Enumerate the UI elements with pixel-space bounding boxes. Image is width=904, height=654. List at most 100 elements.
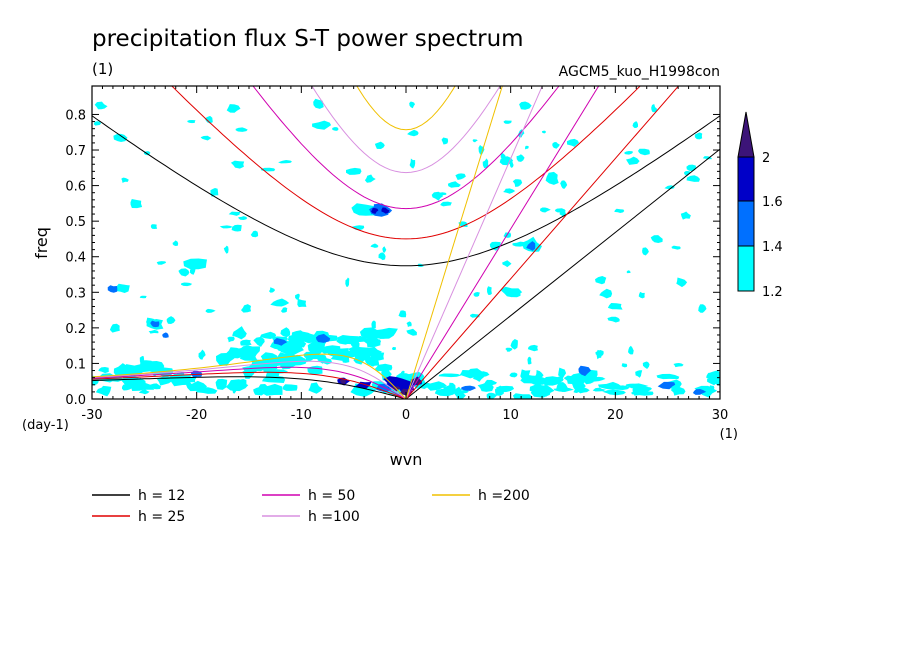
power-contour bbox=[509, 161, 514, 168]
power-contour bbox=[219, 225, 233, 229]
power-contour bbox=[109, 323, 120, 333]
y-axis-unit: (day-1) bbox=[22, 418, 69, 433]
power-contour bbox=[409, 158, 416, 169]
power-contour bbox=[227, 336, 235, 343]
power-contour bbox=[121, 177, 129, 183]
power-contour bbox=[512, 179, 523, 187]
power-contour bbox=[235, 127, 248, 132]
power-contour bbox=[178, 268, 190, 277]
power-contour bbox=[326, 347, 349, 358]
power-contour bbox=[270, 298, 290, 307]
colorbar-label: 1.4 bbox=[762, 240, 783, 255]
power-contour bbox=[441, 137, 449, 145]
gravity-curve bbox=[92, 115, 720, 267]
power-contour bbox=[545, 171, 559, 185]
power-contour bbox=[353, 348, 371, 361]
power-contour bbox=[370, 243, 379, 248]
power-contour bbox=[240, 339, 252, 346]
rossby-curve bbox=[92, 376, 407, 399]
power-contour bbox=[500, 152, 506, 160]
colorbar-label: 1.6 bbox=[762, 195, 783, 210]
power-contour bbox=[242, 369, 255, 379]
chart-subtitle-left: (1) bbox=[92, 60, 113, 78]
power-contour bbox=[642, 247, 649, 256]
power-contour bbox=[670, 387, 686, 396]
power-contour bbox=[231, 224, 242, 232]
kelvin-curve bbox=[405, 86, 543, 399]
power-contour bbox=[223, 245, 229, 254]
power-contour bbox=[440, 201, 452, 207]
power-contour bbox=[599, 288, 613, 299]
power-contour bbox=[527, 356, 532, 365]
power-contour bbox=[409, 101, 415, 109]
power-contour bbox=[113, 363, 129, 377]
power-contour bbox=[610, 385, 630, 390]
power-contour bbox=[150, 224, 158, 229]
power-contour bbox=[626, 270, 631, 274]
power-contour bbox=[241, 304, 251, 313]
x-tick-label: 30 bbox=[712, 408, 729, 423]
power-contour bbox=[93, 121, 101, 126]
kelvin-curve bbox=[405, 86, 600, 399]
axis-ticks: -30 -20 -10 0 10 20 30 0.0 0.1 0.2 0.3 0.4 0.5 0.6 0.7… bbox=[65, 86, 728, 423]
power-contour bbox=[482, 158, 489, 169]
power-contour bbox=[558, 367, 567, 380]
power-contour bbox=[505, 347, 513, 352]
power-contour bbox=[473, 372, 485, 382]
gravity-curve bbox=[356, 86, 456, 131]
y-tick-label: 0.6 bbox=[65, 180, 86, 195]
power-contour bbox=[332, 127, 339, 131]
power-contour bbox=[576, 387, 590, 394]
power-contour bbox=[114, 283, 130, 293]
power-contour bbox=[664, 185, 675, 189]
power-contour bbox=[183, 258, 207, 270]
power-contour bbox=[583, 373, 595, 385]
x-tick-label: 10 bbox=[502, 408, 519, 423]
power-contour bbox=[381, 207, 390, 214]
power-contour bbox=[487, 286, 492, 295]
power-contour bbox=[524, 145, 529, 150]
power-contour bbox=[500, 286, 523, 298]
power-contour bbox=[692, 389, 707, 395]
power-contour bbox=[540, 207, 551, 213]
y-tick-label: 0.1 bbox=[65, 357, 86, 372]
colorbar-swatch bbox=[737, 156, 755, 202]
power-contour bbox=[512, 393, 533, 399]
power-contour bbox=[295, 333, 321, 340]
power-contour bbox=[312, 120, 332, 130]
gravity-curve bbox=[252, 86, 560, 210]
power-contour bbox=[336, 335, 362, 345]
power-contour bbox=[374, 329, 395, 339]
x-tick-label: -10 bbox=[291, 408, 312, 423]
power-contour bbox=[461, 385, 476, 391]
power-contour bbox=[447, 181, 461, 188]
power-contour bbox=[239, 349, 258, 362]
legend-label: h =200 bbox=[478, 488, 530, 504]
power-contour bbox=[602, 389, 626, 396]
power-contour bbox=[280, 327, 291, 338]
power-contour bbox=[406, 321, 412, 327]
legend: h = 12 h = 25 h = 50 h =100 h =200 bbox=[92, 488, 530, 525]
power-contour bbox=[130, 199, 143, 209]
power-contour bbox=[519, 101, 532, 110]
gravity-curve bbox=[311, 86, 501, 174]
power-contour bbox=[651, 104, 658, 113]
power-contour bbox=[503, 188, 516, 194]
colorbar-triangle bbox=[737, 111, 755, 158]
power-contour bbox=[162, 332, 169, 338]
power-contour bbox=[307, 365, 323, 375]
power-contour bbox=[210, 188, 219, 197]
power-contour bbox=[581, 368, 587, 373]
power-contour bbox=[113, 133, 128, 142]
power-contour bbox=[448, 382, 456, 395]
power-contour bbox=[98, 367, 109, 374]
power-contour bbox=[656, 373, 680, 380]
power-contour bbox=[398, 310, 407, 318]
power-contour bbox=[607, 316, 620, 323]
power-contour bbox=[427, 381, 447, 391]
power-contour bbox=[232, 326, 247, 340]
power-contour bbox=[181, 282, 193, 287]
power-contour bbox=[671, 245, 681, 250]
power-contour bbox=[632, 121, 638, 128]
power-contour bbox=[534, 370, 544, 382]
